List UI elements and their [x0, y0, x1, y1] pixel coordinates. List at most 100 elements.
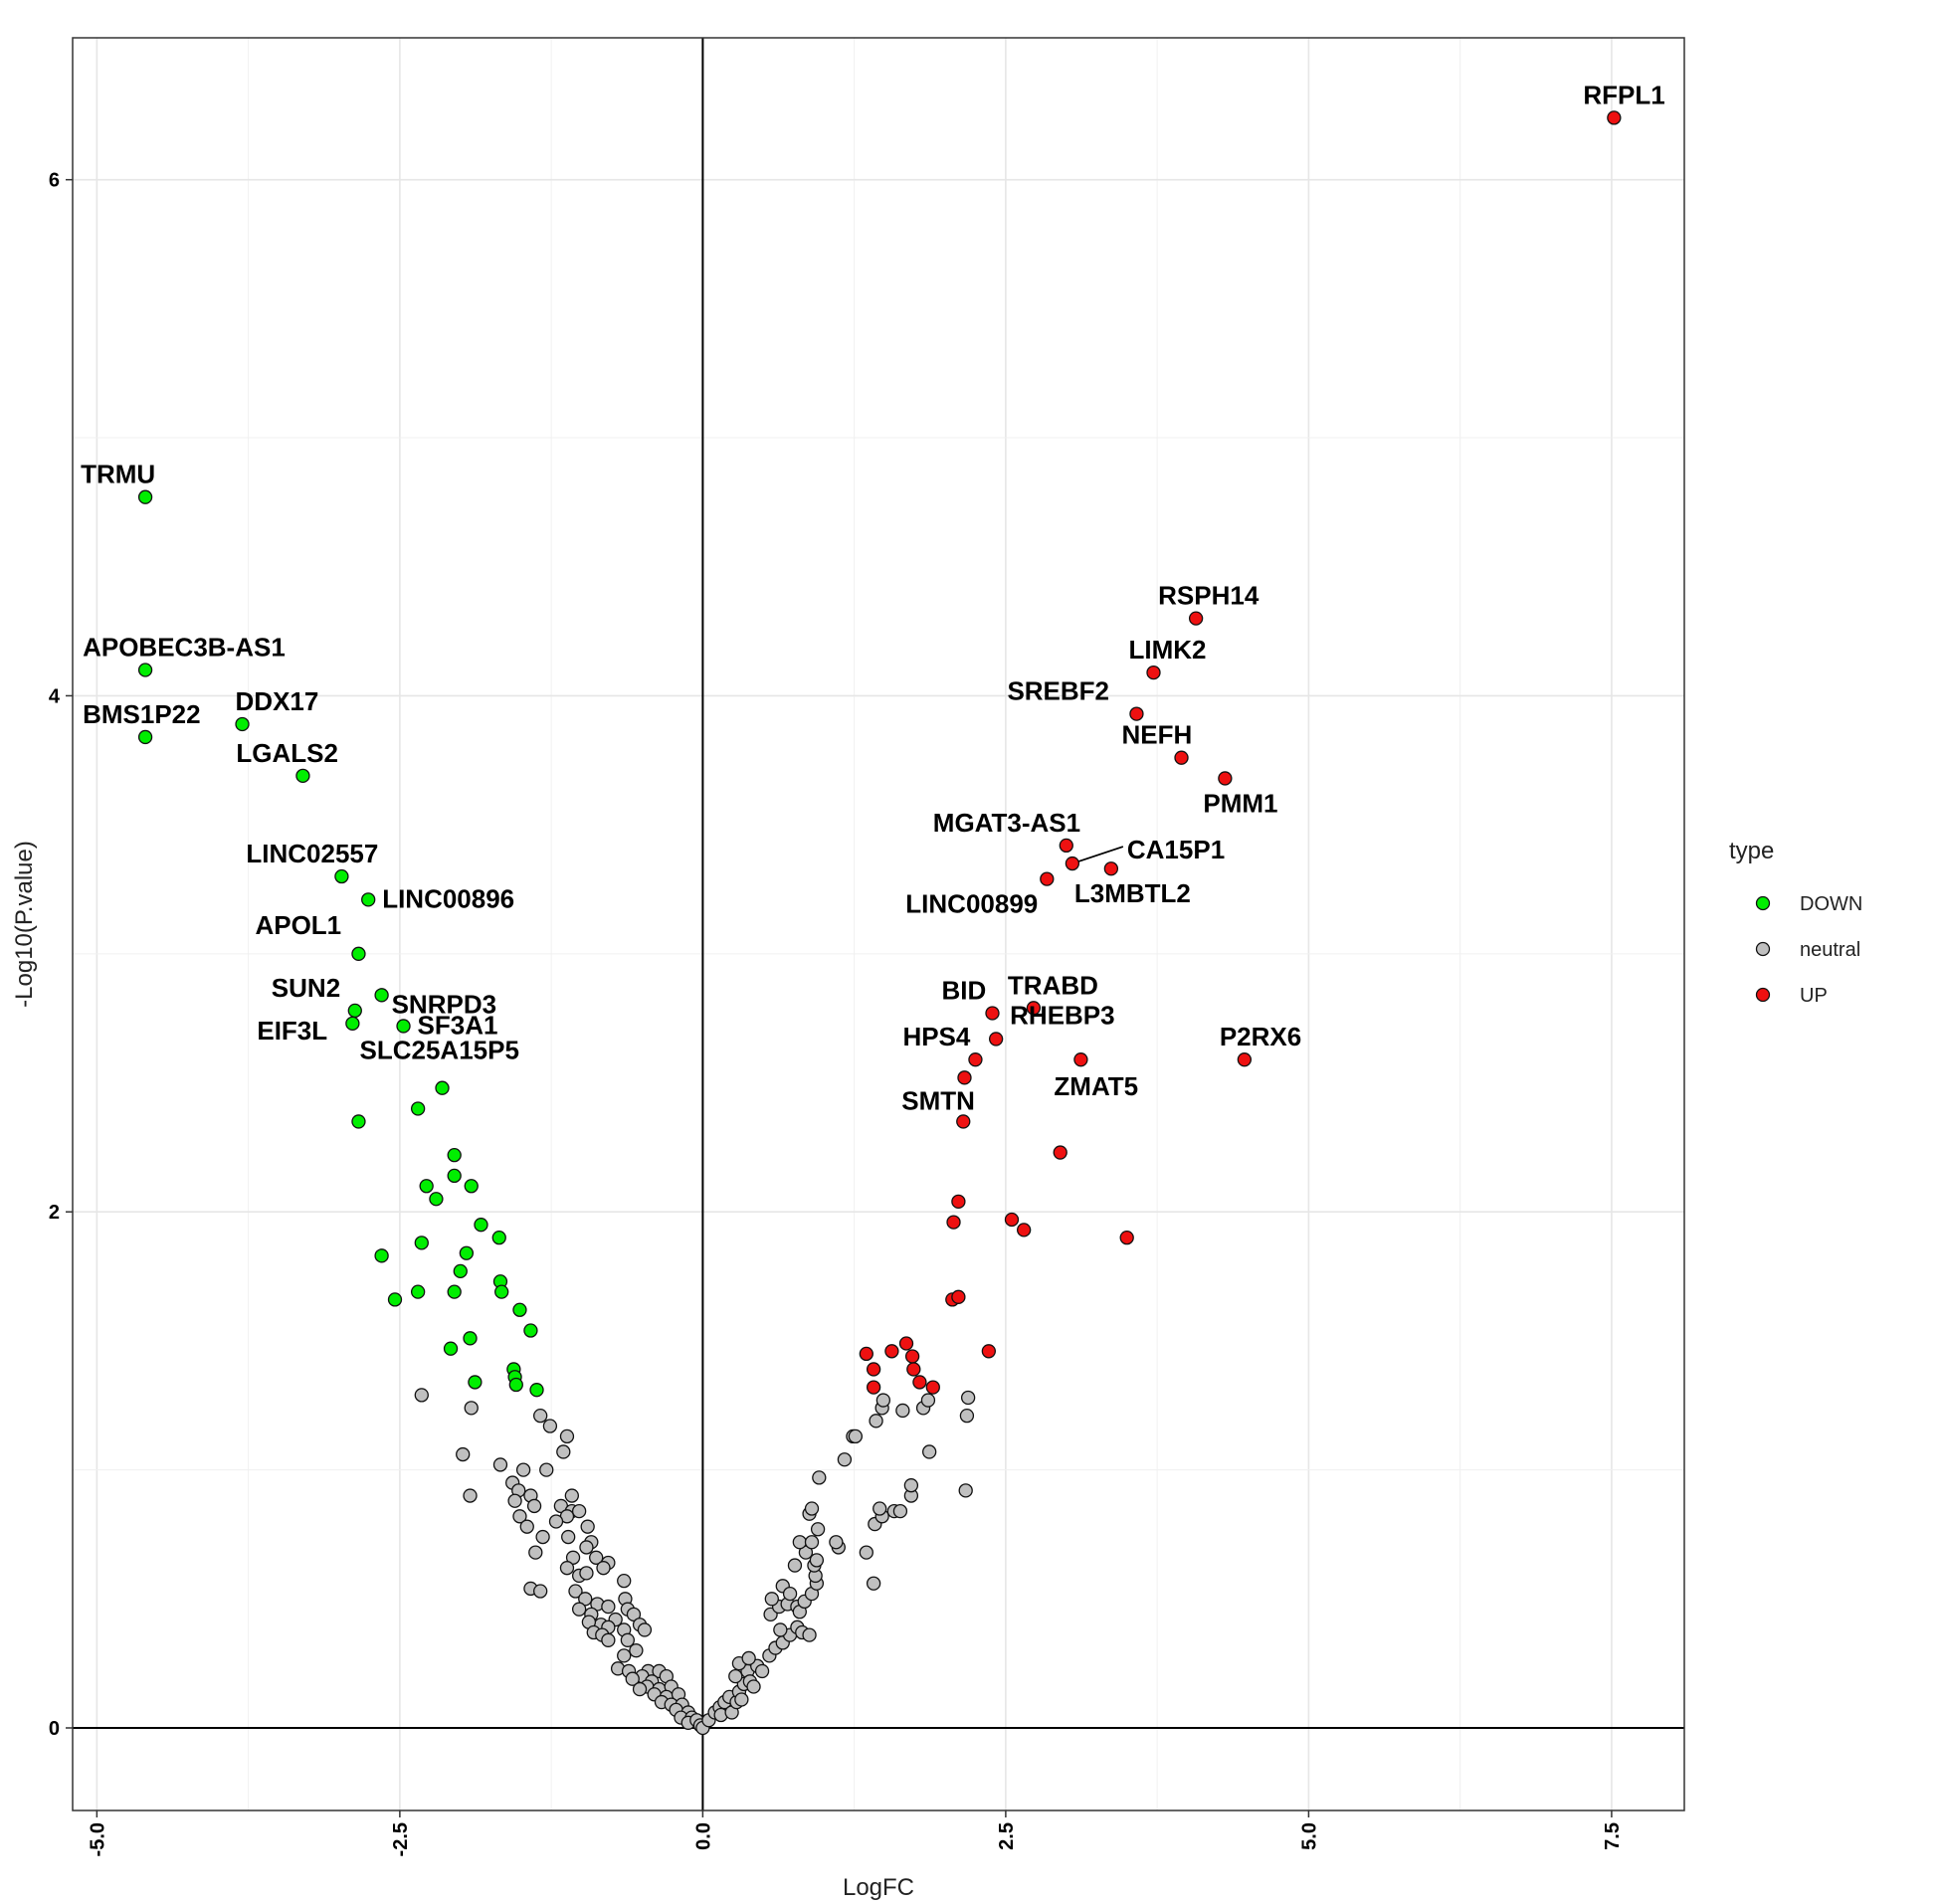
point-up: [1218, 771, 1233, 786]
point-down: [459, 1245, 475, 1260]
gene-label: SF3A1: [418, 1010, 498, 1040]
gene-label: P2RX6: [1220, 1022, 1301, 1051]
x-tick-label: 0.0: [692, 1822, 714, 1850]
point-neutral: [542, 1419, 558, 1433]
point-down: [443, 1341, 459, 1356]
point-neutral: [754, 1663, 770, 1679]
point-up: [866, 1380, 881, 1395]
point-down: [435, 1080, 450, 1095]
point-up: [1129, 706, 1144, 721]
point-up: [957, 1070, 972, 1085]
gene-label: BID: [941, 975, 986, 1005]
point-neutral: [809, 1553, 825, 1568]
point-up: [906, 1362, 921, 1377]
gene-label: DDX17: [236, 686, 319, 716]
point-neutral: [764, 1592, 779, 1607]
point-neutral: [492, 1457, 508, 1472]
legend-label: UP: [1800, 985, 1828, 1007]
point-neutral: [617, 1648, 632, 1663]
point-neutral: [782, 1586, 798, 1602]
point-neutral: [601, 1599, 616, 1615]
point-neutral: [959, 1408, 975, 1424]
point-neutral: [829, 1535, 844, 1550]
point-neutral: [463, 1488, 478, 1503]
point-down: [419, 1179, 434, 1194]
legend-label: neutral: [1800, 939, 1860, 961]
point-neutral: [792, 1535, 807, 1550]
point-up: [1146, 665, 1161, 680]
x-tick-label: 2.5: [996, 1822, 1018, 1850]
x-tick-label: 5.0: [1298, 1822, 1320, 1850]
point-down: [235, 716, 250, 732]
point-down: [512, 1302, 527, 1317]
point-up: [898, 1336, 914, 1351]
point-neutral: [620, 1632, 636, 1647]
point-up: [989, 1032, 1004, 1047]
point-neutral: [578, 1592, 593, 1607]
point-down: [508, 1377, 523, 1393]
point-neutral: [548, 1514, 564, 1529]
point-neutral: [922, 1444, 937, 1459]
point-neutral: [589, 1550, 604, 1565]
point-neutral: [533, 1408, 548, 1424]
point-neutral: [515, 1462, 531, 1477]
point-down: [410, 1101, 426, 1116]
point-neutral: [632, 1681, 648, 1697]
point-neutral: [464, 1401, 479, 1416]
point-neutral: [561, 1529, 576, 1545]
point-neutral: [528, 1545, 543, 1560]
point-up: [1073, 1052, 1088, 1067]
point-neutral: [414, 1388, 429, 1403]
point-neutral: [556, 1444, 571, 1459]
point-down: [429, 1192, 444, 1207]
legend-title: type: [1729, 838, 1774, 864]
legend-swatch-neutral: [1755, 941, 1771, 957]
gene-label: SNRPD3: [392, 989, 496, 1019]
point-down: [447, 1168, 462, 1184]
y-tick-label: 4: [49, 685, 61, 707]
point-down: [347, 1003, 362, 1019]
point-neutral: [787, 1558, 803, 1573]
legend-swatch-down: [1755, 895, 1771, 911]
y-tick-label: 2: [49, 1202, 60, 1224]
x-axis-title: LogFC: [843, 1874, 914, 1901]
point-up: [1174, 750, 1189, 765]
point-up: [1119, 1231, 1134, 1245]
point-neutral: [533, 1584, 548, 1599]
gene-label: SUN2: [272, 973, 340, 1003]
point-down: [463, 1331, 478, 1346]
gene-label: SMTN: [901, 1085, 975, 1115]
gene-label: L3MBTL2: [1074, 878, 1191, 908]
point-down: [529, 1383, 544, 1398]
point-neutral: [869, 1414, 883, 1428]
point-neutral: [873, 1501, 887, 1516]
point-down: [396, 1019, 411, 1034]
point-neutral: [617, 1573, 632, 1589]
data-points: [137, 110, 1622, 1736]
point-down: [464, 1179, 479, 1194]
gene-label: LIMK2: [1128, 635, 1206, 665]
point-up: [1059, 838, 1073, 854]
point-down: [410, 1284, 426, 1299]
x-axis-ticks: -5.0 -2.5 0.0 2.5 5.0 7.5: [87, 1810, 1624, 1856]
point-neutral: [579, 1566, 594, 1581]
point-down: [137, 489, 153, 504]
point-neutral: [571, 1503, 587, 1519]
point-up: [951, 1194, 966, 1209]
y-axis-ticks: 0 2 4 6: [49, 170, 73, 1740]
point-neutral: [526, 1498, 542, 1514]
x-tick-label: -5.0: [87, 1822, 108, 1856]
point-neutral: [559, 1428, 575, 1444]
point-neutral: [837, 1452, 853, 1467]
point-neutral: [568, 1584, 583, 1599]
point-down: [351, 1114, 366, 1129]
point-neutral: [580, 1519, 595, 1534]
point-up: [985, 1006, 1000, 1021]
point-neutral: [741, 1650, 756, 1666]
gene-label: TRABD: [1008, 970, 1098, 1000]
gene-label: EIF3L: [257, 1016, 327, 1046]
point-neutral: [810, 1522, 826, 1537]
point-down: [351, 946, 366, 961]
point-neutral: [746, 1679, 761, 1694]
point-down: [447, 1148, 462, 1163]
